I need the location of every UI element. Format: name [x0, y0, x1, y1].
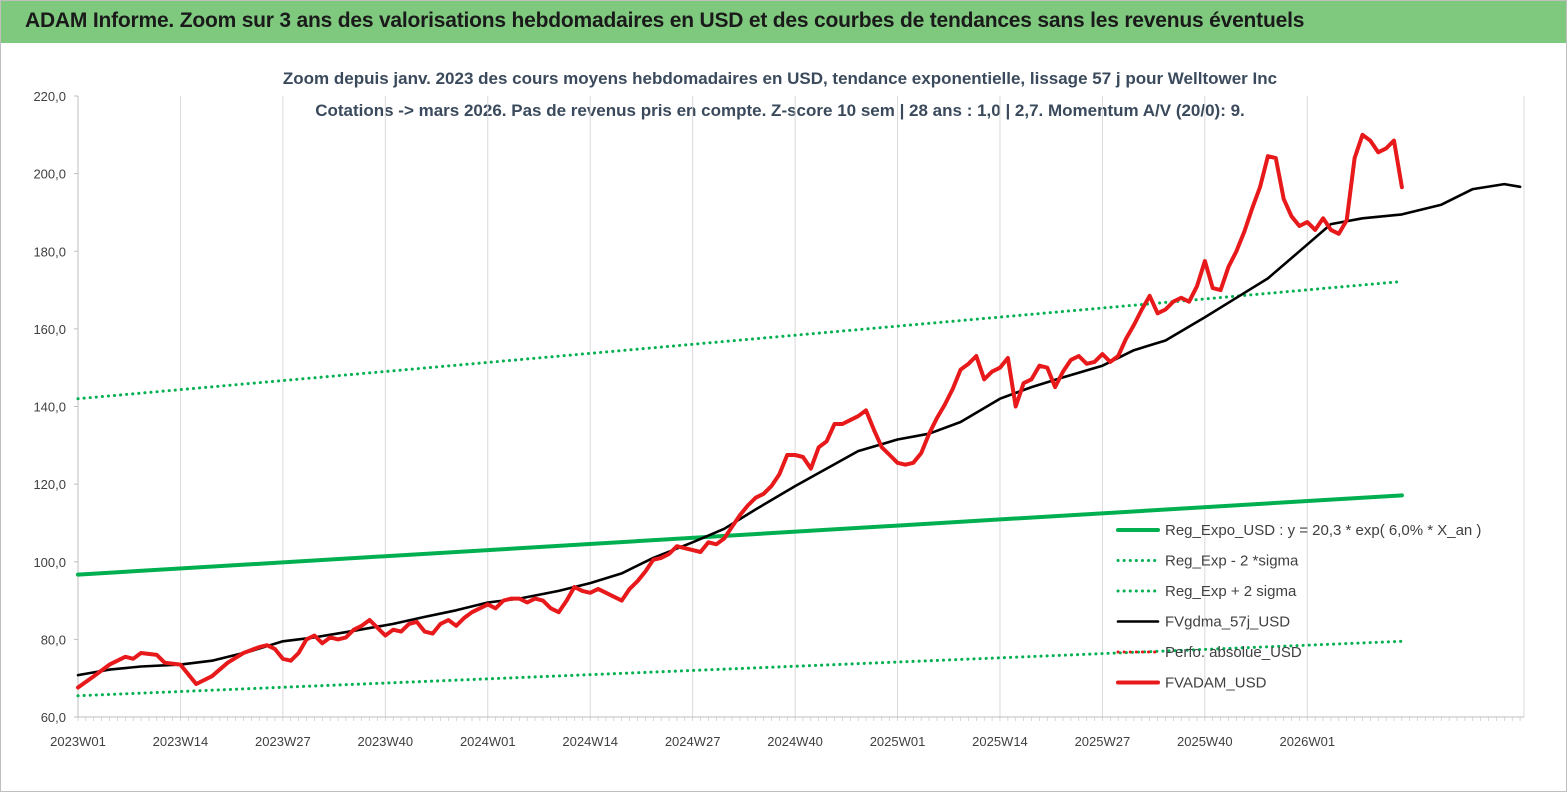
x-tick-label: 2025W14 [972, 734, 1028, 749]
y-tick-label: 220,0 [33, 89, 66, 104]
legend-label: Perfo. absolue_USD [1165, 644, 1302, 661]
y-tick-label: 80,0 [41, 632, 66, 647]
x-tick-label: 2024W14 [562, 734, 618, 749]
x-tick-label: 2025W27 [1075, 734, 1131, 749]
x-tick-label: 2024W27 [665, 734, 721, 749]
x-tick-label: 2024W40 [767, 734, 823, 749]
series-line-3 [76, 182, 1522, 677]
y-tick-label: 200,0 [33, 167, 66, 182]
x-tick-label: 2025W01 [870, 734, 926, 749]
legend: Reg_Expo_USD : y = 20,3 * exp( 6,0% * X_… [1116, 522, 1481, 692]
x-tick-label: 2024W01 [460, 734, 516, 749]
legend-label: Reg_Expo_USD : y = 20,3 * exp( 6,0% * X_… [1165, 522, 1481, 539]
chart-subtitle: Cotations -> mars 2026. Pas de revenus p… [315, 101, 1245, 120]
series-line-5 [76, 132, 1404, 690]
banner-title: ADAM Informe. Zoom sur 3 ans des valoris… [25, 9, 1305, 32]
title-banner: ADAM Informe. Zoom sur 3 ans des valoris… [1, 1, 1566, 43]
x-tick-label: 2023W01 [50, 734, 106, 749]
grid [77, 96, 1525, 717]
y-tick-label: 100,0 [33, 555, 66, 570]
y-tick-label: 120,0 [33, 477, 66, 492]
y-tick-label: 60,0 [41, 710, 66, 725]
axes: 2023W01 2023W14 2023W27 2023W40 2024W01 2024W… [33, 89, 1524, 749]
x-tick-label: 2025W40 [1177, 734, 1233, 749]
series-line-0 [76, 493, 1404, 577]
series-line-2 [76, 280, 1404, 401]
legend-label: Reg_Exp + 2 sigma [1165, 583, 1297, 600]
plot-area [76, 132, 1522, 698]
legend-label: FVgdma_57j_USD [1165, 614, 1290, 631]
y-tick-label: 140,0 [33, 400, 66, 415]
y-tick-label: 160,0 [33, 322, 66, 337]
x-tick-label: 2026W01 [1279, 734, 1335, 749]
x-tick-label: 2023W27 [255, 734, 311, 749]
x-tick-label: 2023W14 [153, 734, 209, 749]
legend-label: Reg_Exp - 2 *sigma [1165, 553, 1299, 570]
chart-title: Zoom depuis janv. 2023 des cours moyens … [283, 69, 1277, 88]
y-tick-label: 180,0 [33, 244, 66, 259]
legend-label: FVADAM_USD [1165, 675, 1267, 692]
x-tick-label: 2023W40 [357, 734, 413, 749]
series-line-1 [76, 639, 1404, 698]
